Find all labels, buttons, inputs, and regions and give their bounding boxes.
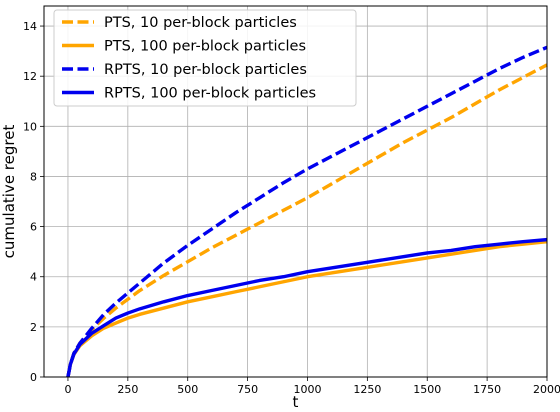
series-line-2 xyxy=(66,239,548,378)
legend-label: RPTS, 10 per-block particles xyxy=(104,62,307,78)
x-tick-label: 750 xyxy=(237,383,258,396)
x-tick-label: 1250 xyxy=(353,383,381,396)
y-tick-label: 14 xyxy=(23,20,37,33)
ticks: 0 250 500 750 1000 1250 1500 1750 2000 0 2 4 6 8 10 12 1… xyxy=(23,20,560,396)
x-tick-label: 1000 xyxy=(293,383,321,396)
legend-label: RPTS, 100 per-block particles xyxy=(104,86,316,102)
y-axis-label: cumulative regret xyxy=(0,125,18,259)
plot-frame xyxy=(43,5,548,378)
y-tick-label: 6 xyxy=(30,221,37,234)
y-tick-label: 2 xyxy=(30,321,37,334)
x-tick-label: 2000 xyxy=(533,383,560,396)
legend-box xyxy=(53,9,357,107)
series-line-4 xyxy=(66,237,548,378)
y-tick-label: 8 xyxy=(30,170,37,183)
series-layer xyxy=(66,45,548,378)
y-tick-label: 10 xyxy=(23,120,37,133)
x-tick-label: 250 xyxy=(117,383,138,396)
y-tick-label: 12 xyxy=(23,70,37,83)
x-tick-label: 500 xyxy=(177,383,198,396)
legend: PTS, 10 per-block particles PTS, 100 per-… xyxy=(53,9,357,107)
x-axis-label: t xyxy=(293,393,299,411)
x-tick-label: 1500 xyxy=(413,383,441,396)
x-tick-label: 0 xyxy=(64,383,71,396)
y-tick-label: 0 xyxy=(30,371,37,384)
series-line-3 xyxy=(66,45,548,378)
legend-label: PTS, 100 per-block particles xyxy=(104,39,306,55)
legend-label: PTS, 10 per-block particles xyxy=(104,15,297,31)
y-tick-label: 4 xyxy=(30,271,37,284)
x-tick-label: 1750 xyxy=(473,383,501,396)
